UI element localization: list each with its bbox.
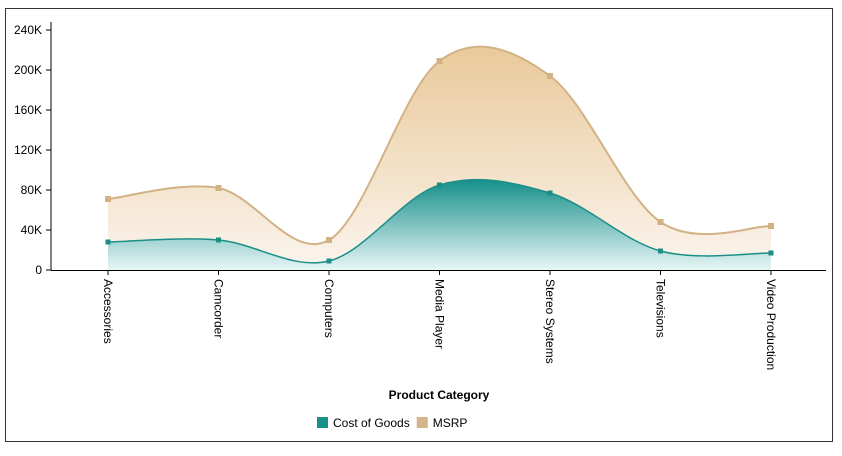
legend-item-cost-of-goods[interactable]: Cost of Goods	[317, 416, 410, 430]
x-tick-label-2: Computers	[322, 279, 336, 338]
msrp-point-2[interactable]	[326, 237, 332, 243]
cost-of-goods-area	[108, 179, 771, 270]
cost-of-goods-point-2[interactable]	[326, 258, 332, 264]
x-tick-label-0: Accessories	[101, 279, 115, 344]
msrp-area	[108, 46, 771, 270]
cost-of-goods-point-5[interactable]	[658, 248, 663, 254]
chart-frame: 0 40K 80K 120K 160K 200K 240K Accessories Camcor…	[5, 8, 833, 442]
label-layer: 0 40K 80K 120K 160K 200K 240K Accessories Camcor…	[14, 23, 778, 370]
legend-label-msrp: MSRP	[433, 416, 468, 430]
x-tick-label-6: Video Production	[764, 279, 778, 370]
x-tick-label-3: Media Player	[433, 279, 447, 349]
legend-swatch-cost-of-goods	[317, 417, 328, 428]
cost-of-goods-point-1[interactable]	[216, 237, 221, 243]
axes-layer	[46, 22, 826, 275]
cost-of-goods-point-6[interactable]	[768, 250, 774, 256]
y-tick-label-1: 40K	[21, 223, 42, 237]
area-layer	[107, 45, 772, 270]
x-axis-title: Product Category	[389, 388, 490, 402]
y-tick-label-6: 240K	[14, 23, 42, 37]
chart-svg: 0 40K 80K 120K 160K 200K 240K Accessories Camcor…	[14, 22, 826, 430]
cost-of-goods-point-3[interactable]	[437, 182, 442, 188]
msrp-point-0[interactable]	[105, 196, 111, 202]
msrp-point-5[interactable]	[657, 219, 664, 225]
x-tick-label-4: Stereo Systems	[543, 279, 557, 364]
marker-layer	[105, 58, 774, 264]
legend: Cost of Goods MSRP	[317, 416, 467, 430]
y-tick-label-0: 0	[35, 263, 42, 277]
x-tick-label-1: Camcorder	[212, 279, 226, 338]
y-tick-label-2: 80K	[21, 183, 42, 197]
cost-of-goods-point-0[interactable]	[105, 239, 111, 245]
y-tick-label-3: 120K	[14, 143, 42, 157]
legend-item-msrp[interactable]: MSRP	[416, 416, 468, 430]
msrp-point-1[interactable]	[215, 185, 222, 191]
cost-of-goods-point-4[interactable]	[547, 190, 553, 196]
legend-label-cost-of-goods: Cost of Goods	[333, 416, 410, 430]
legend-swatch-msrp	[416, 417, 428, 428]
msrp-point-4[interactable]	[547, 73, 553, 79]
msrp-point-3[interactable]	[436, 58, 443, 64]
y-tick-label-4: 160K	[14, 103, 42, 117]
x-tick-label-5: Televisions	[654, 279, 668, 338]
msrp-point-6[interactable]	[768, 223, 774, 229]
y-tick-label-5: 200K	[14, 63, 42, 77]
